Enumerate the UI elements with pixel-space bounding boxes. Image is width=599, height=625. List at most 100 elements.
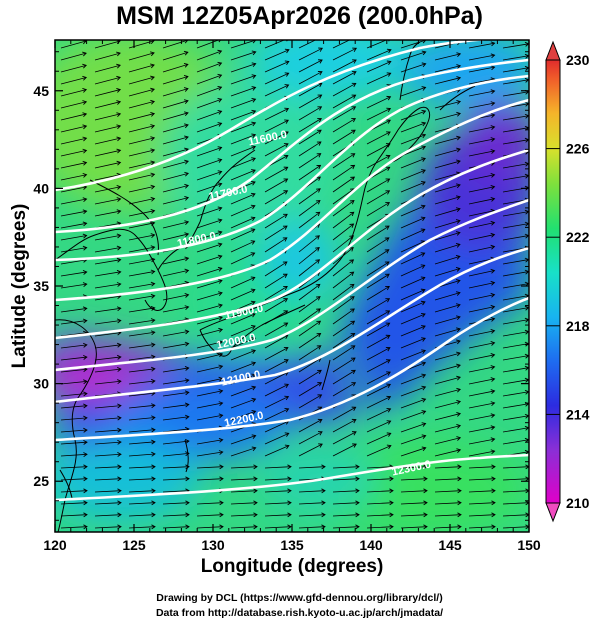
wind-arrow-shaft: [332, 382, 356, 397]
wind-arrow-head: [151, 427, 156, 433]
wind-arrow-shaft: [94, 234, 121, 241]
wind-arrow-shaft: [264, 178, 288, 193]
wind-arrow-head: [283, 213, 288, 219]
wind-arrow-head: [217, 170, 223, 175]
wind-arrow-head: [150, 378, 156, 384]
wind-arrow-head: [385, 298, 391, 303]
wind-arrow-shaft: [196, 183, 222, 193]
wind-arrow-head: [250, 216, 256, 222]
wind-arrow-shaft: [366, 61, 391, 73]
wind-arrow-head: [349, 259, 355, 264]
wind-arrow-shaft: [298, 235, 320, 253]
wind-arrow-head: [184, 378, 190, 384]
wind-arrow-head: [386, 131, 391, 136]
wind-arrow-shaft: [162, 124, 189, 133]
colorbar-ticks: 210 214 218 222 226 230: [546, 52, 590, 511]
wind-arrow-head: [183, 99, 189, 104]
wind-arrow-head: [315, 283, 321, 289]
wind-arrow-shaft: [468, 282, 495, 289]
wind-arrow-head: [420, 264, 426, 269]
wind-arrow-head: [316, 153, 322, 158]
wind-arrow-shaft: [332, 165, 355, 181]
wind-arrow-shaft: [196, 478, 223, 481]
wind-arrow-shaft: [298, 514, 325, 517]
wind-arrow-shaft: [264, 408, 289, 421]
wind-arrow-head: [457, 512, 462, 518]
wind-arrow-head: [385, 166, 391, 171]
wind-arrow-head: [490, 244, 496, 250]
wind-arrow-head: [218, 437, 224, 443]
wind-arrow-shaft: [162, 51, 188, 61]
wind-arrow-head: [490, 328, 496, 334]
wind-arrow-head: [317, 382, 323, 387]
wind-arrow-shaft: [434, 413, 461, 421]
wind-arrow-head: [317, 418, 323, 424]
wind-arrow-shaft: [502, 67, 529, 73]
wind-arrow-shaft: [468, 186, 495, 193]
wind-arrow-shaft: [332, 320, 355, 337]
wind-arrow-shaft: [94, 453, 121, 457]
wind-arrow-shaft: [468, 138, 495, 145]
wind-arrow-head: [184, 390, 190, 396]
wind-arrow-head: [455, 231, 461, 236]
wind-arrow-shaft: [298, 118, 322, 133]
wind-arrow-shaft: [298, 106, 322, 121]
wind-arrow-head: [82, 63, 87, 69]
wind-arrow-head: [420, 252, 426, 257]
wind-arrow-shaft: [468, 390, 495, 397]
wind-arrow-shaft: [434, 526, 461, 529]
wind-arrow-shaft: [60, 259, 87, 265]
wind-arrow-shaft: [162, 526, 189, 529]
wind-arrow-shaft: [332, 40, 351, 49]
wind-arrow-shaft: [502, 235, 529, 241]
wind-arrow-shaft: [366, 202, 390, 217]
wind-arrow-head: [283, 166, 289, 171]
wind-arrow-shaft: [128, 137, 155, 145]
wind-arrow-shaft: [196, 316, 223, 325]
wind-arrow-shaft: [264, 466, 291, 469]
wind-arrow-shaft: [298, 502, 325, 505]
wind-arrow-shaft: [162, 379, 189, 385]
wind-arrow-shaft: [468, 54, 495, 61]
wind-arrow-shaft: [94, 380, 121, 385]
wind-arrow-shaft: [332, 431, 357, 445]
wind-arrow-shaft: [332, 83, 356, 97]
wind-arrow-head: [217, 206, 223, 212]
wind-arrow-head: [116, 51, 121, 57]
wind-arrow-head: [284, 107, 290, 113]
wind-arrow-shaft: [162, 428, 189, 433]
wind-arrow-head: [421, 397, 427, 403]
wind-arrow-head: [490, 353, 496, 358]
wind-arrow-shaft: [366, 261, 390, 277]
wind-arrow-head: [385, 190, 391, 195]
wind-arrow-head: [386, 420, 392, 425]
wind-arrow-head: [151, 403, 156, 409]
wind-arrow-head: [283, 190, 289, 195]
wind-arrow-shaft: [434, 148, 461, 157]
colorbar-tick-label: 218: [566, 318, 590, 334]
wind-arrow-shaft: [94, 490, 121, 493]
wind-arrow-shaft: [196, 62, 222, 73]
wind-arrow-head: [116, 63, 121, 69]
wind-arrow-shaft: [128, 331, 155, 337]
wind-arrow-head: [217, 230, 223, 236]
wind-arrow-shaft: [468, 378, 495, 385]
wind-arrow-shaft: [502, 43, 529, 49]
wind-arrow-head: [316, 345, 322, 350]
wind-arrow-shaft: [468, 246, 495, 253]
wind-arrow-shaft: [94, 344, 121, 349]
wind-arrow-head: [284, 395, 290, 401]
wind-arrow-shaft: [230, 350, 256, 361]
wind-arrow-head: [150, 208, 156, 214]
wind-arrow-head: [457, 464, 462, 470]
wind-arrow-shaft: [94, 52, 121, 61]
wind-arrow-shaft: [94, 466, 121, 469]
wind-arrow-shaft: [502, 478, 529, 481]
wind-arrow-shaft: [264, 225, 288, 241]
wind-arrow-shaft: [196, 86, 222, 97]
wind-arrow-shaft: [230, 193, 256, 205]
wind-arrow-head: [217, 49, 223, 55]
wind-arrow-shaft: [502, 127, 529, 133]
wind-arrow-shaft: [400, 205, 426, 217]
wind-arrow-shaft: [60, 235, 87, 241]
